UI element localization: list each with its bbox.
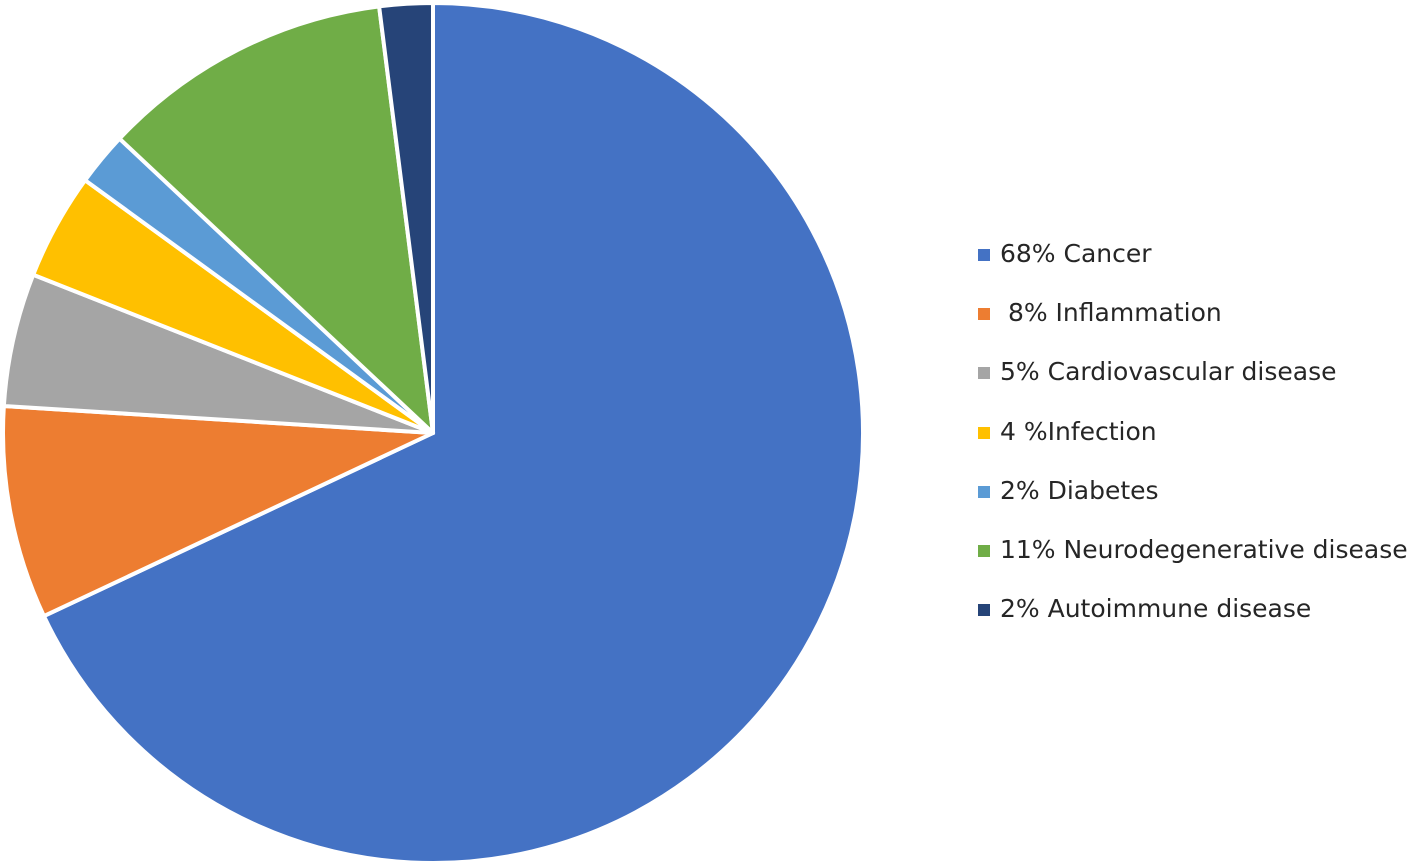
legend-swatch (978, 485, 990, 498)
legend-label: 68% Cancer (1000, 239, 1152, 268)
legend-item: 5% Cardiovascular disease (978, 354, 1408, 413)
legend-label: 8% Inflammation (1000, 298, 1222, 328)
legend-swatch (978, 367, 990, 380)
legend-label: 5% Cardiovascular disease (1000, 357, 1337, 387)
pie-slice-2 (1, 404, 435, 619)
pie-slice-1 (41, 1, 865, 865)
legend-swatch (978, 426, 990, 439)
legend-item: 8% Inflammation (978, 295, 1408, 354)
pie-slice-7 (377, 1, 435, 435)
legend-label: 2% Diabetes (1000, 475, 1159, 505)
legend-item: 2% Diabetes (978, 473, 1408, 532)
pie-slices (1, 1, 865, 865)
legend-label: 4 %Infection (1000, 416, 1157, 446)
legend-item: 4 %Infection (978, 414, 1408, 473)
chart-legend: 68% Cancer 8% Inflammation 5% Cardiovasc… (978, 236, 1408, 650)
legend-swatch (978, 604, 990, 617)
legend-item: 11% Neurodegenerative disease (978, 532, 1408, 591)
legend-swatch (978, 308, 990, 321)
pie-slice-6 (117, 4, 435, 435)
legend-swatch (978, 249, 990, 261)
legend-item: 2% Autoimmune disease (978, 591, 1408, 650)
legend-label: 2% Autoimmune disease (1000, 594, 1312, 624)
legend-item: 68% Cancer (978, 236, 1408, 295)
legend-swatch (978, 544, 990, 557)
legend-label: 11% Neurodegenerative disease (1000, 534, 1408, 564)
